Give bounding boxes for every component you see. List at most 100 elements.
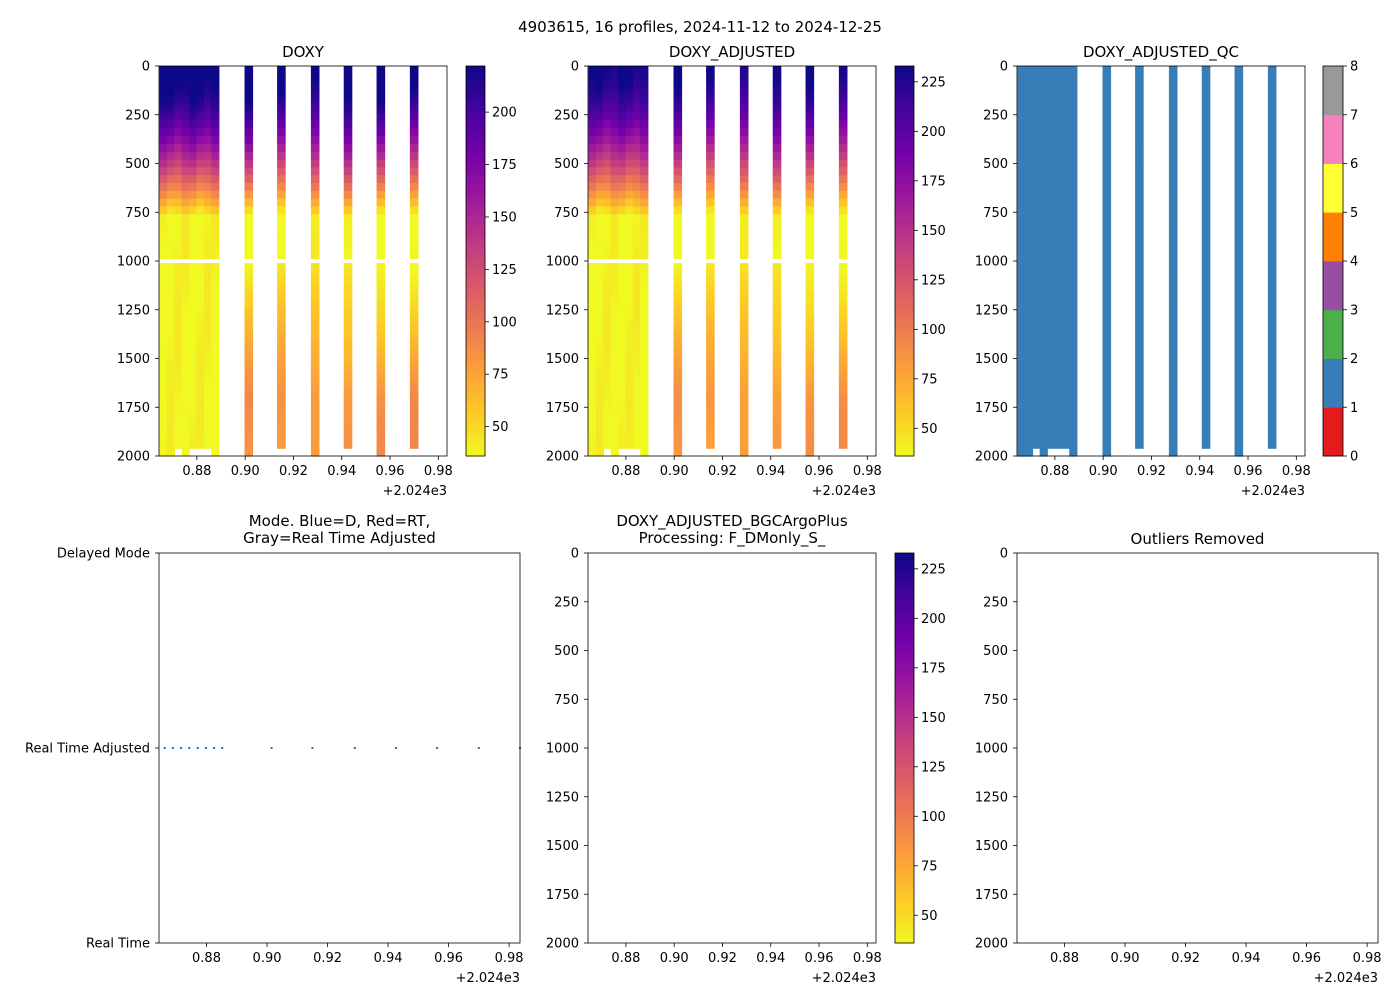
profile-cell	[1017, 237, 1026, 246]
profile-cell	[277, 307, 286, 317]
profile-cell	[277, 198, 286, 207]
profile-cell	[1032, 417, 1041, 426]
profile-cell	[244, 440, 254, 449]
profile-cell	[805, 66, 815, 75]
profile-cell	[189, 370, 198, 379]
profile-cell	[1234, 97, 1244, 106]
profile-cell	[1024, 245, 1034, 254]
x-tick-label: 0.94	[1232, 951, 1261, 966]
profile-cell	[838, 276, 848, 285]
profile-cell	[1039, 214, 1048, 223]
profile-cell	[196, 253, 205, 262]
profile-cell	[640, 268, 649, 278]
profile-cell	[805, 315, 815, 324]
profile-cell	[1069, 409, 1078, 418]
profile-cell	[772, 151, 782, 161]
profile-cell	[610, 432, 619, 441]
profile-cell	[838, 167, 848, 176]
profile-cell	[1102, 73, 1112, 83]
profile-cell	[838, 151, 848, 161]
profile-cell	[1135, 253, 1144, 262]
profile-cell	[211, 89, 220, 98]
profile-cell	[310, 229, 320, 239]
profile-cell	[632, 167, 642, 176]
profile-cell	[640, 346, 649, 356]
profile-cell	[1054, 120, 1063, 129]
profile-cell	[838, 81, 848, 90]
y-tick-label: 250	[125, 108, 150, 123]
profile-cell	[196, 167, 205, 176]
profile-cell	[189, 206, 198, 215]
profile-cell	[610, 229, 619, 239]
colorbar-segment	[466, 196, 485, 204]
profile-cell	[203, 167, 213, 176]
profile-cell	[739, 354, 749, 363]
profile-cell	[376, 378, 386, 387]
profile-cell	[1047, 292, 1056, 301]
profile-cell	[1102, 261, 1112, 270]
colorbar-segment	[1323, 407, 1343, 457]
profile-cell	[588, 370, 597, 379]
profile-cell	[739, 393, 749, 402]
profile-cell	[1032, 323, 1041, 332]
profile-cell	[673, 105, 683, 114]
profile-cell	[838, 354, 848, 363]
colorbar-segment	[466, 306, 485, 314]
profile-cell	[1039, 292, 1048, 301]
profile-cell	[610, 284, 619, 293]
profile-cell	[1102, 323, 1112, 332]
profile-cell	[244, 417, 254, 426]
profile-cell	[603, 307, 612, 317]
profile-cell	[211, 190, 220, 200]
profile-cell	[838, 378, 848, 387]
profile-cell	[595, 112, 605, 122]
profile-cell	[159, 424, 168, 434]
profile-cell	[595, 440, 605, 449]
profile-cell	[343, 66, 353, 75]
profile-cell	[772, 190, 782, 200]
profile-cell	[1102, 370, 1112, 379]
colorbar-segment	[895, 287, 914, 295]
profile-cell	[1024, 323, 1034, 332]
profile-cell	[610, 440, 619, 449]
profile-cell	[1032, 229, 1041, 239]
profile-cell	[1102, 128, 1112, 137]
profile-cell	[706, 276, 715, 285]
profile-cell	[310, 136, 320, 145]
profile-cell	[618, 120, 627, 129]
profile-cell	[196, 136, 205, 145]
profile-cell	[618, 128, 627, 137]
profile-cell	[706, 354, 715, 363]
profile-cell	[805, 222, 815, 231]
profile-cell	[1201, 378, 1211, 387]
profile-cell	[1054, 370, 1063, 379]
profile-cell	[181, 190, 190, 200]
profile-cell	[1039, 190, 1048, 200]
profile-cell	[1047, 120, 1056, 129]
profile-cell	[805, 229, 815, 239]
profile-cell	[1054, 268, 1063, 278]
colorbar-segment	[895, 728, 914, 736]
profile-cell	[166, 128, 176, 137]
profile-cell	[1135, 151, 1144, 161]
profile-cell	[588, 120, 597, 129]
panel-title-line: Processing: F_DMonly_S_	[639, 529, 826, 548]
profile-cell	[166, 339, 176, 348]
profile-cell	[1168, 214, 1178, 223]
profile-cell	[1039, 378, 1048, 387]
panel-doxy_adj: 0.88 0.90 0.92 0.94 0.96 0.98+2.024e302505007…	[546, 43, 946, 499]
profile-cell	[640, 424, 649, 434]
profile-cell	[1267, 346, 1277, 356]
profile-cell	[1069, 214, 1078, 223]
profile-cell	[174, 292, 183, 301]
profile-cell	[625, 354, 634, 363]
profile-cell	[632, 370, 642, 379]
colorbar-segment	[895, 923, 914, 931]
profile-cell	[1017, 432, 1026, 441]
profile-cell	[277, 268, 286, 278]
profile-cell	[640, 261, 649, 270]
profile-cell	[1201, 81, 1211, 90]
profile-cell	[595, 424, 605, 434]
